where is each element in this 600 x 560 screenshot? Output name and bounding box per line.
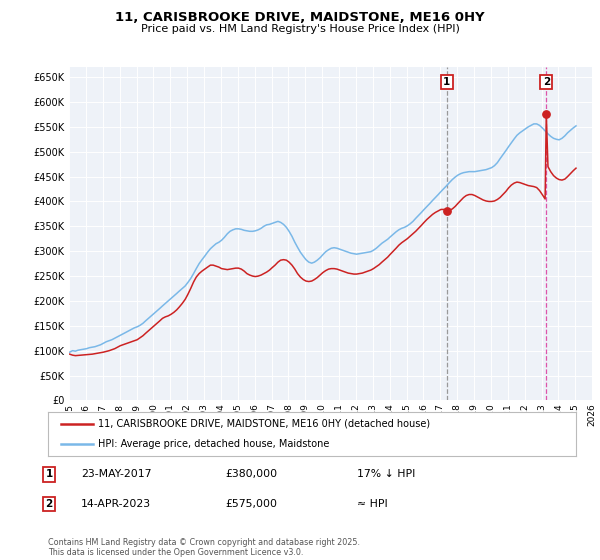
Text: 1: 1 <box>443 77 451 87</box>
Text: £575,000: £575,000 <box>225 499 277 509</box>
Text: 14-APR-2023: 14-APR-2023 <box>81 499 151 509</box>
Text: 1: 1 <box>46 469 53 479</box>
Text: ≈ HPI: ≈ HPI <box>357 499 388 509</box>
Text: 2: 2 <box>542 77 550 87</box>
Text: 2: 2 <box>46 499 53 509</box>
Text: Price paid vs. HM Land Registry's House Price Index (HPI): Price paid vs. HM Land Registry's House … <box>140 24 460 34</box>
Text: HPI: Average price, detached house, Maidstone: HPI: Average price, detached house, Maid… <box>98 439 329 449</box>
Point <box>541 110 551 119</box>
Text: 11, CARISBROOKE DRIVE, MAIDSTONE, ME16 0HY (detached house): 11, CARISBROOKE DRIVE, MAIDSTONE, ME16 0… <box>98 419 430 429</box>
Text: £380,000: £380,000 <box>225 469 277 479</box>
Text: 17% ↓ HPI: 17% ↓ HPI <box>357 469 415 479</box>
Point <box>442 207 452 216</box>
Text: 23-MAY-2017: 23-MAY-2017 <box>81 469 151 479</box>
Text: 11, CARISBROOKE DRIVE, MAIDSTONE, ME16 0HY: 11, CARISBROOKE DRIVE, MAIDSTONE, ME16 0… <box>115 11 485 24</box>
Text: Contains HM Land Registry data © Crown copyright and database right 2025.
This d: Contains HM Land Registry data © Crown c… <box>48 538 360 557</box>
